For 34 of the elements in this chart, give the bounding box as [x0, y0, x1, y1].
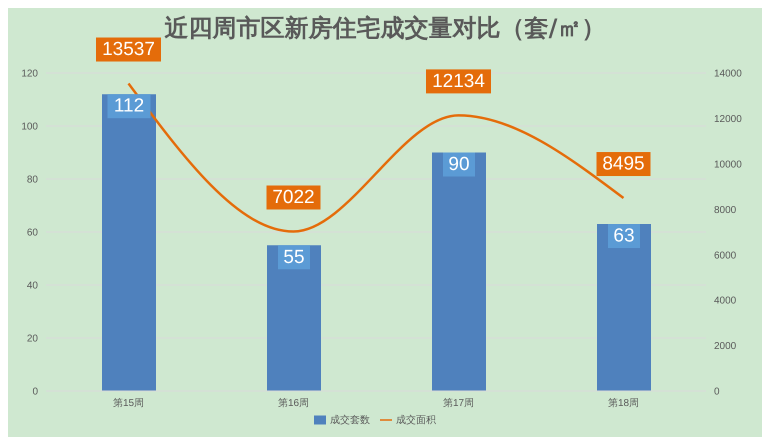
- data-label: 63: [613, 226, 635, 247]
- y-tick-label: 120: [21, 68, 38, 80]
- y2-tick-label: 14000: [714, 68, 742, 80]
- y-tick-label: 100: [21, 122, 38, 133]
- y2-tick-label: 0: [714, 386, 720, 398]
- y2-tick-label: 2000: [714, 341, 737, 352]
- bar: [102, 94, 156, 391]
- y-tick-label: 80: [26, 174, 38, 186]
- y-tick-label: 20: [26, 334, 38, 345]
- bar: [432, 152, 486, 391]
- y2-tick-label: 10000: [714, 159, 742, 170]
- data-label: 112: [114, 96, 144, 117]
- y-tick-label: 0: [32, 386, 38, 398]
- chart-title: 近四周市区新房住宅成交量对比（套/㎡）: [164, 14, 606, 42]
- x-tick-label: 第16周: [278, 397, 310, 410]
- y-tick-label: 60: [26, 228, 38, 239]
- data-label: 7022: [272, 187, 315, 208]
- bar: [267, 245, 321, 391]
- y2-tick-label: 8000: [714, 204, 737, 216]
- legend-label: 成交面积: [396, 415, 436, 426]
- data-label: 12134: [432, 70, 486, 92]
- data-label: 90: [448, 154, 470, 175]
- bar: [597, 224, 651, 391]
- x-tick-label: 第17周: [442, 397, 474, 410]
- data-label: 8495: [602, 154, 645, 175]
- data-label: 13537: [102, 39, 155, 60]
- x-tick-label: 第15周: [112, 397, 144, 410]
- y2-tick-label: 12000: [714, 114, 742, 125]
- y2-tick-label: 4000: [714, 296, 737, 307]
- y-tick-label: 40: [26, 280, 38, 292]
- legend-label: 成交套数: [330, 415, 370, 426]
- x-tick-label: 第18周: [608, 397, 640, 410]
- y2-tick-label: 6000: [714, 250, 737, 262]
- data-label: 55: [283, 246, 305, 268]
